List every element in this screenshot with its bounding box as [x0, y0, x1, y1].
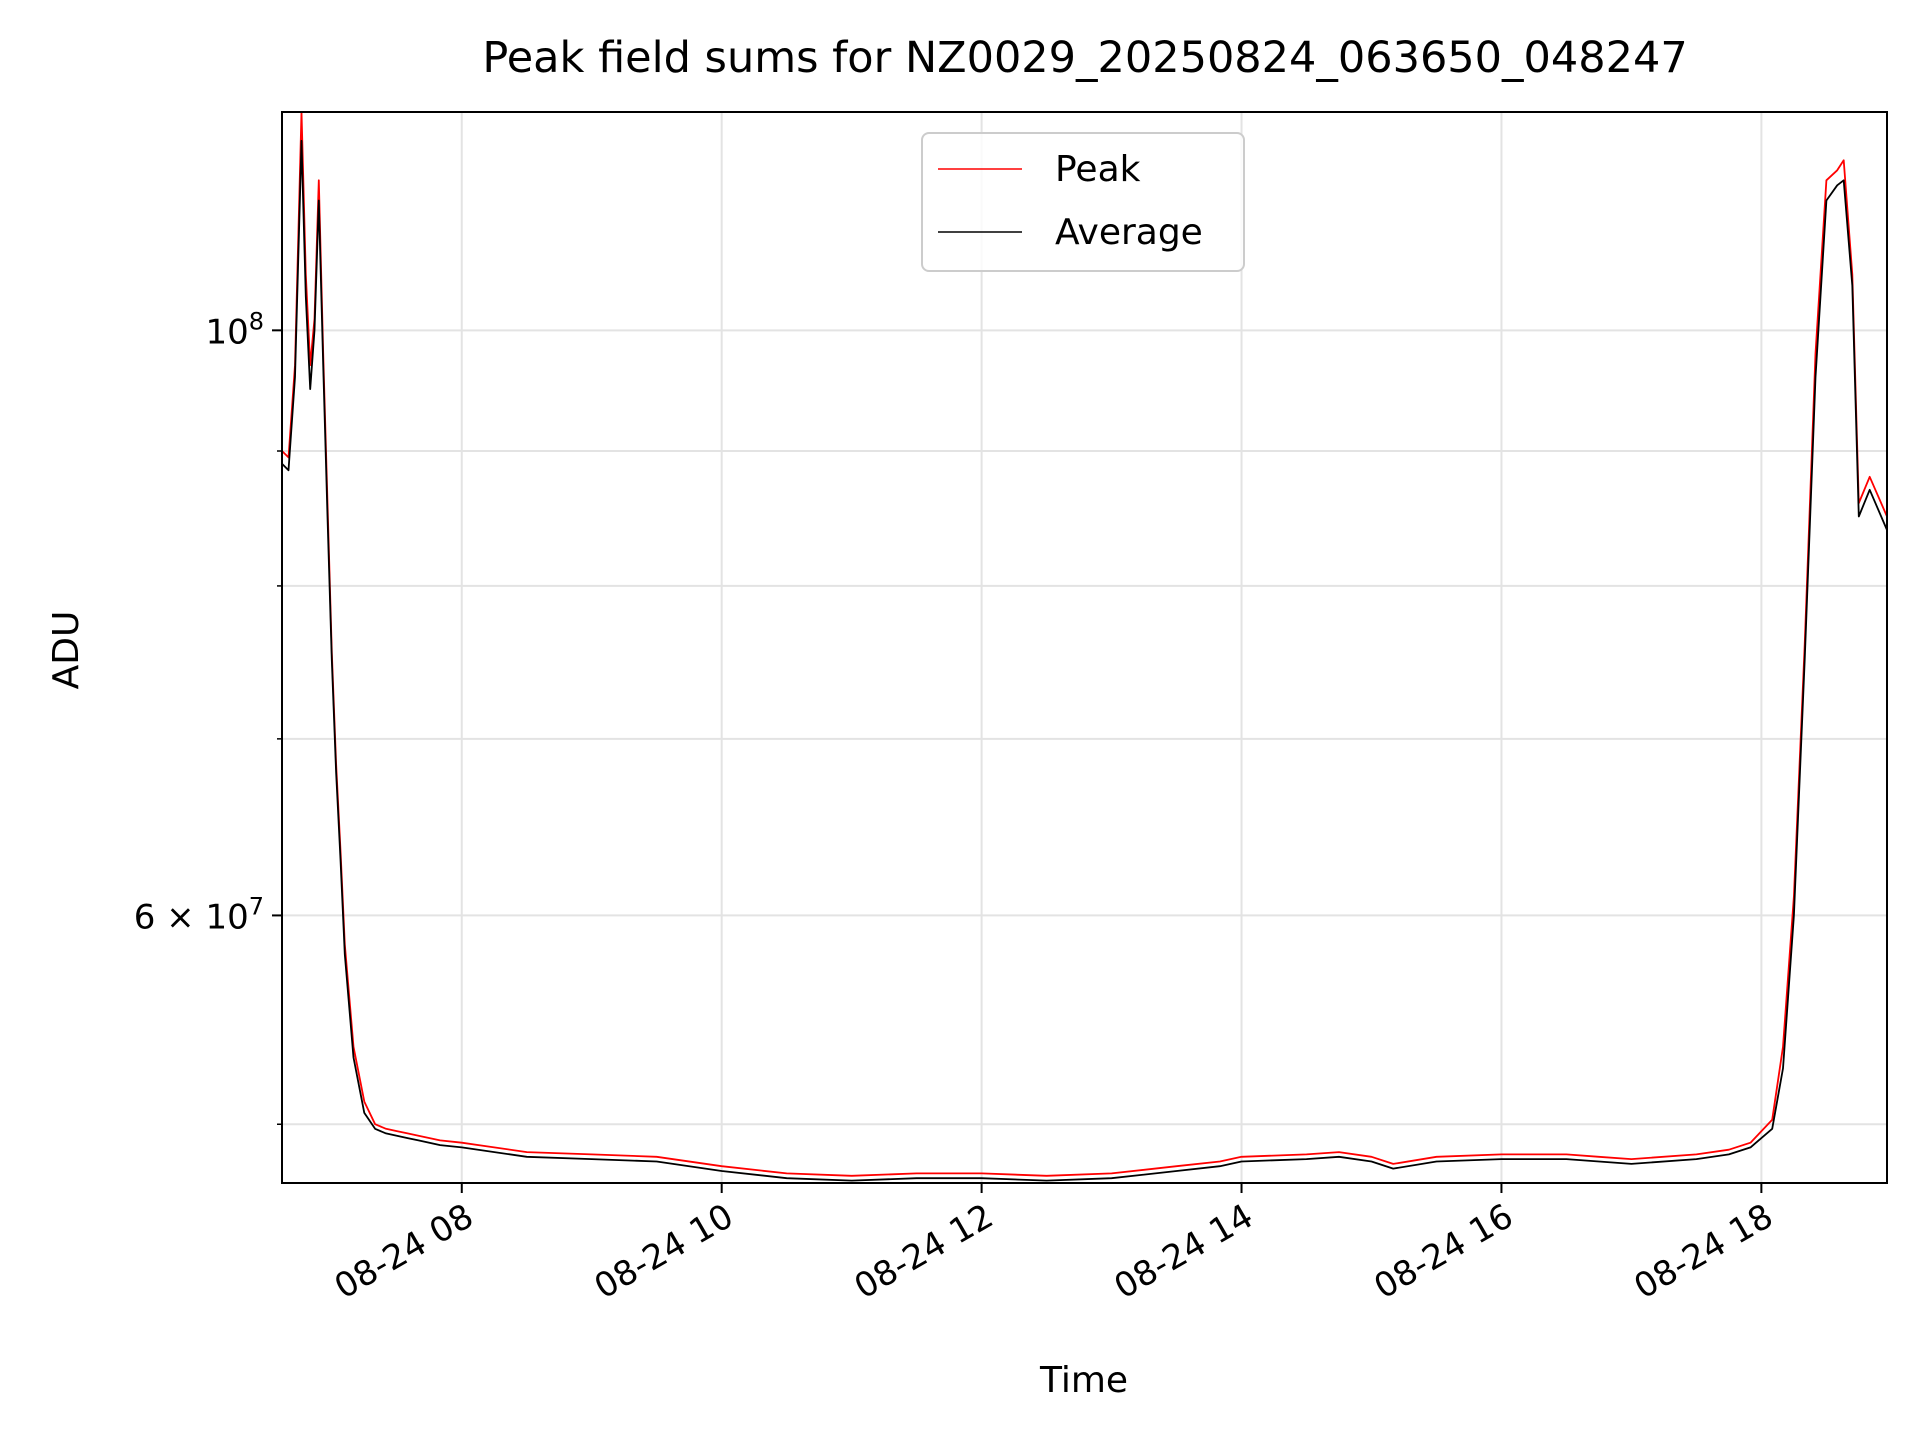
x-axis-label: Time: [1039, 1360, 1128, 1401]
y-axis-label: ADU: [46, 611, 87, 690]
y-tick-exponent: 7: [249, 892, 264, 920]
grid: [282, 112, 1887, 1183]
chart-title: Peak field sums for NZ0029_20250824_0636…: [482, 33, 1687, 83]
plot-area-frame: [281, 111, 1888, 1184]
legend: Peak Average: [921, 132, 1245, 272]
y-tick-base: 10: [205, 312, 248, 352]
y-tick-exponent: 8: [249, 307, 264, 335]
series-layer: [281, 111, 1888, 1182]
legend-label-peak: Peak: [1055, 149, 1141, 190]
y-tick-mantissa: 6: [134, 897, 156, 937]
series-line-average: [281, 139, 1888, 1182]
y-tick-times: ×: [155, 897, 205, 937]
y-tick-label: 108: [205, 307, 264, 352]
y-tick-label: 6 × 107: [134, 892, 264, 937]
legend-label-average: Average: [1055, 212, 1203, 253]
y-tick-base: 10: [205, 897, 248, 937]
legend-frame: [921, 132, 1245, 272]
